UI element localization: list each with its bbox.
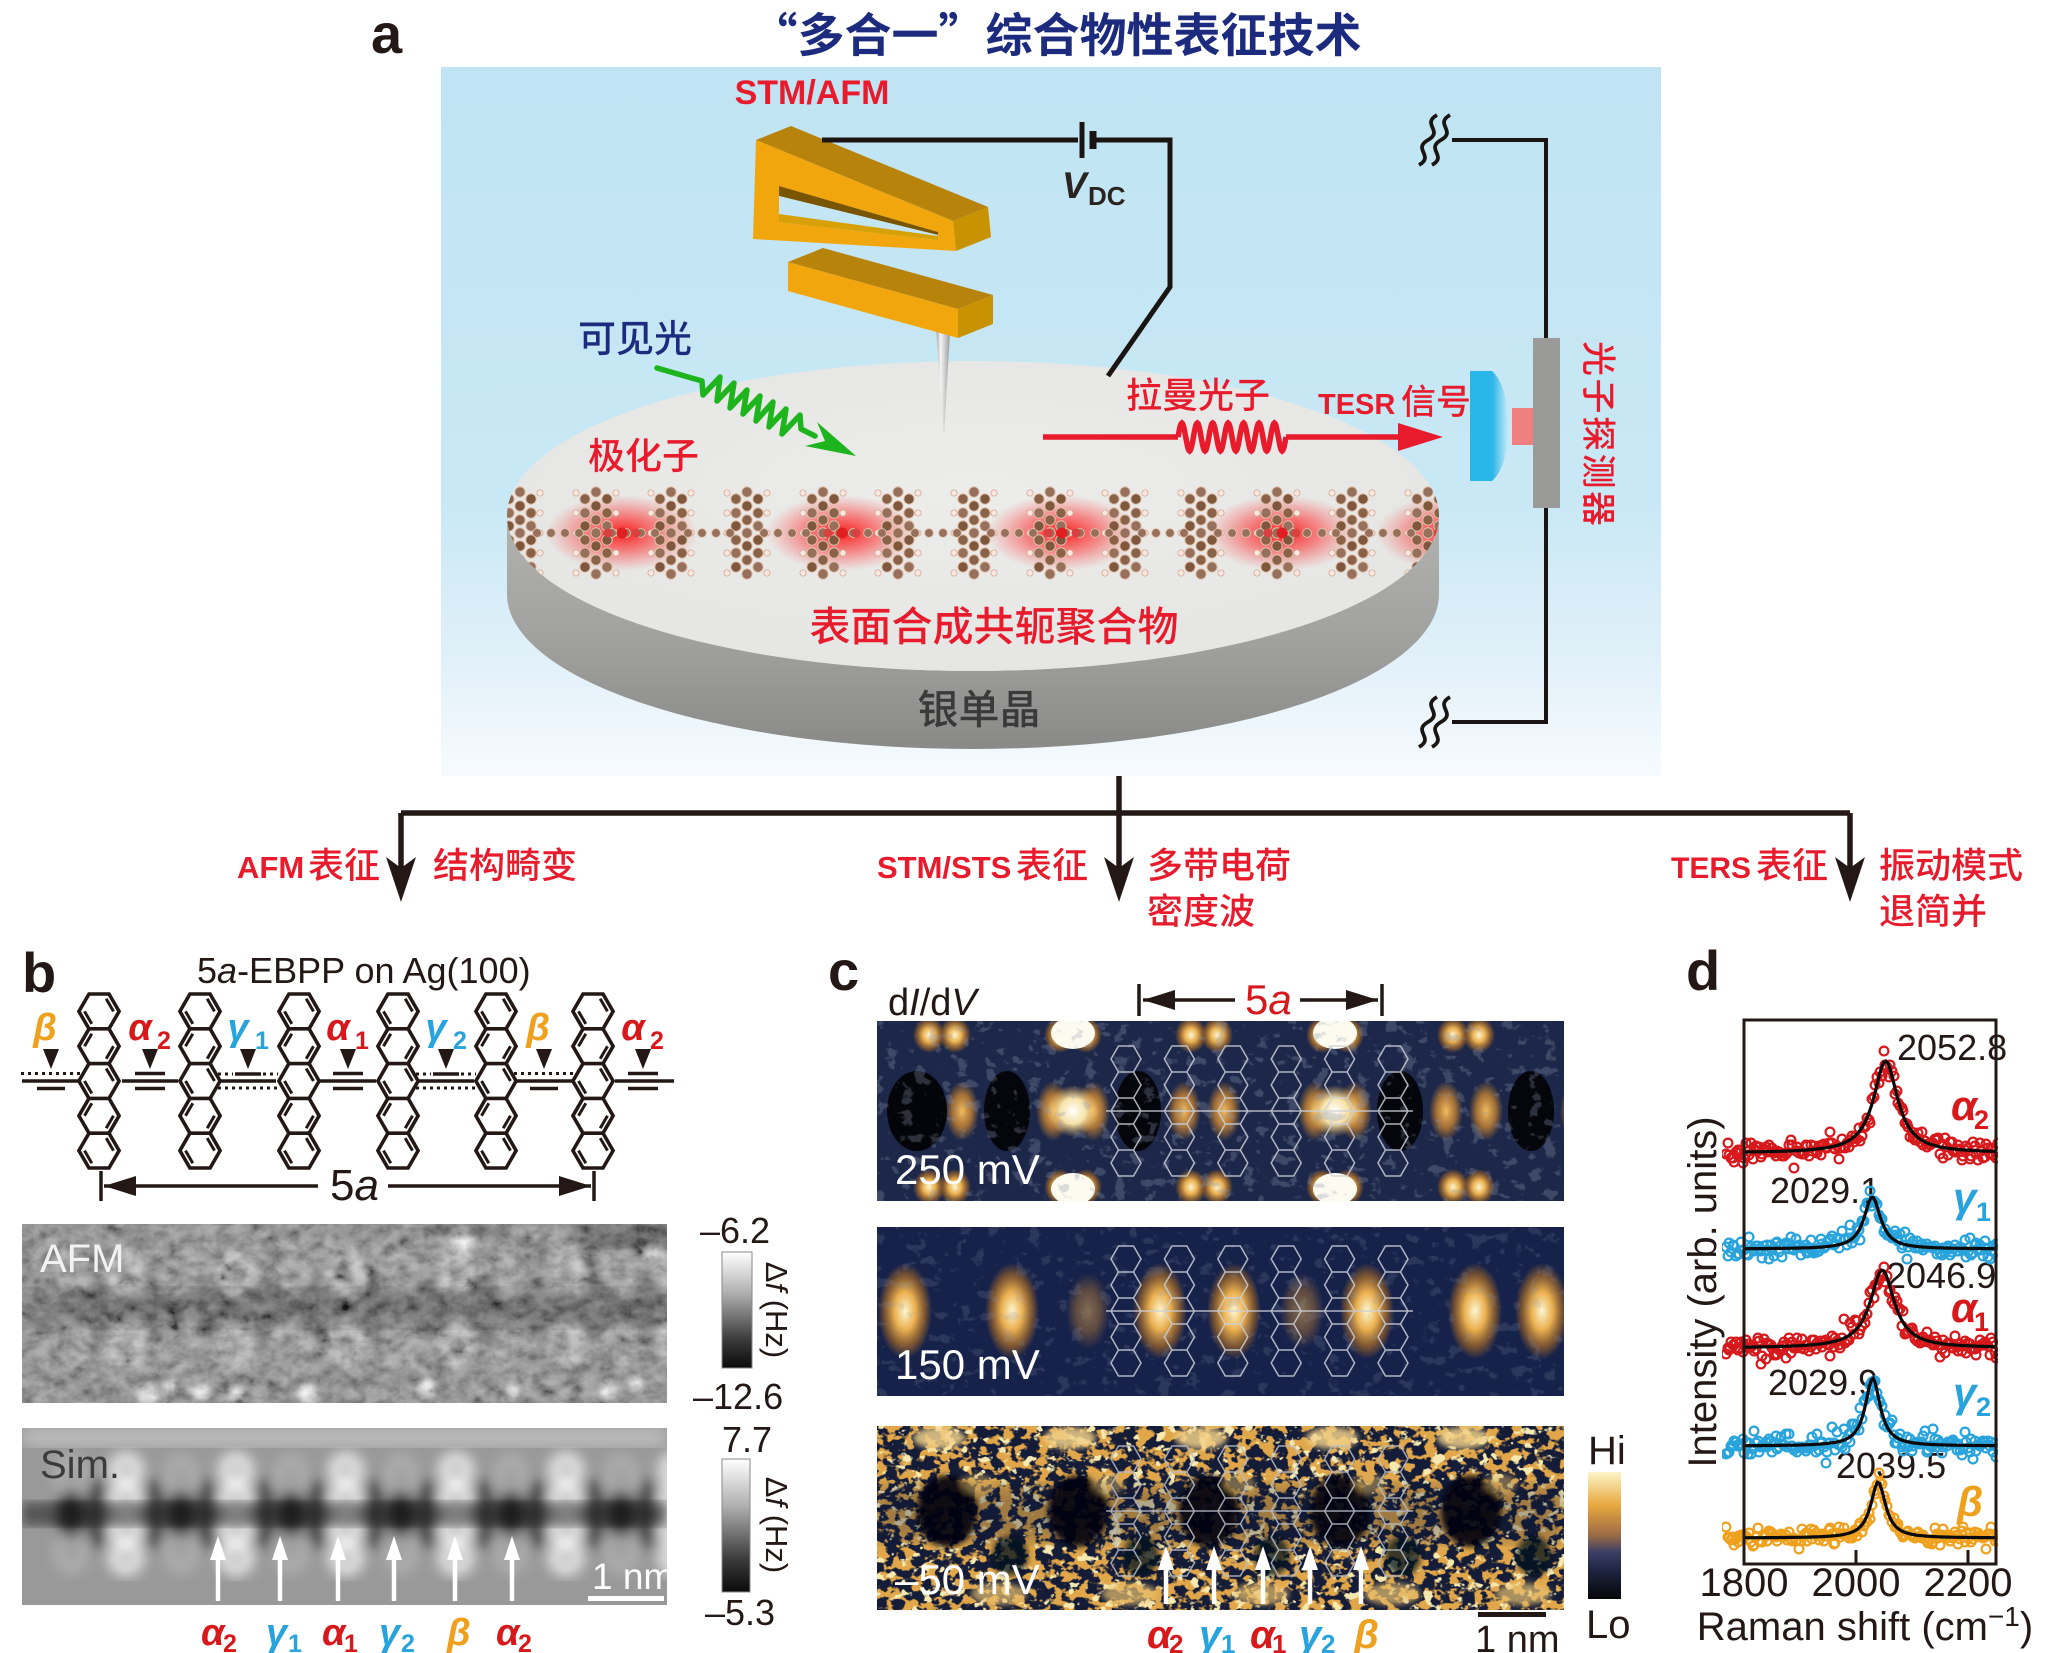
svg-text:β: β	[32, 1007, 57, 1049]
svg-text:γ: γ	[266, 1612, 289, 1653]
svg-text:TERS: TERS	[1671, 852, 1751, 885]
svg-text:α: α	[322, 1612, 347, 1653]
svg-text:α: α	[496, 1612, 521, 1653]
svg-text:7.7: 7.7	[722, 1419, 772, 1460]
svg-text:1: 1	[1974, 1307, 1989, 1337]
svg-text:250 mV: 250 mV	[895, 1146, 1040, 1193]
svg-text:150 mV: 150 mV	[895, 1341, 1040, 1388]
svg-text:b: b	[22, 941, 56, 1004]
svg-text:2: 2	[1321, 1629, 1335, 1653]
svg-text:dI/dV: dI/dV	[888, 982, 980, 1024]
svg-text:2039.5: 2039.5	[1836, 1445, 1946, 1486]
svg-text:–6.2: –6.2	[700, 1210, 770, 1251]
svg-text:1: 1	[255, 1027, 269, 1055]
svg-text:1: 1	[1272, 1629, 1286, 1653]
svg-text:γ: γ	[1953, 1369, 1979, 1416]
svg-text:Δf (Hz): Δf (Hz)	[759, 1477, 794, 1574]
svg-text:2029.9: 2029.9	[1768, 1362, 1878, 1403]
svg-text:5a: 5a	[1245, 976, 1292, 1023]
svg-text:1: 1	[1221, 1629, 1235, 1653]
svg-text:Δf (Hz): Δf (Hz)	[759, 1262, 794, 1359]
svg-text:V: V	[1062, 165, 1090, 206]
svg-text:–12.6: –12.6	[693, 1376, 783, 1417]
svg-text:γ: γ	[227, 1007, 250, 1049]
svg-text:Hi: Hi	[1588, 1429, 1626, 1473]
svg-text:β: β	[1353, 1613, 1379, 1653]
svg-text:2: 2	[223, 1630, 237, 1653]
svg-text:Sim.: Sim.	[40, 1443, 120, 1487]
svg-text:2: 2	[1976, 1392, 1991, 1422]
svg-text:β: β	[446, 1612, 471, 1653]
svg-text:d: d	[1686, 939, 1720, 1002]
svg-text:γ: γ	[425, 1007, 448, 1049]
svg-text:DC: DC	[1088, 181, 1126, 211]
svg-text:β: β	[525, 1007, 550, 1049]
svg-text:γ: γ	[1199, 1613, 1224, 1653]
svg-text:2000: 2000	[1812, 1561, 1901, 1605]
svg-text:–5.3: –5.3	[705, 1592, 775, 1633]
svg-text:–50 mV: –50 mV	[895, 1556, 1040, 1603]
svg-text:α: α	[128, 1007, 153, 1049]
svg-text:2: 2	[1974, 1105, 1989, 1135]
svg-text:β: β	[1956, 1478, 1983, 1525]
svg-text:2200: 2200	[1924, 1561, 2013, 1605]
svg-text:c: c	[828, 939, 859, 1002]
svg-text:1 nm: 1 nm	[592, 1556, 674, 1597]
svg-text:TESR: TESR	[1318, 389, 1395, 421]
svg-text:5a: 5a	[330, 1161, 379, 1210]
svg-text:1: 1	[288, 1630, 302, 1653]
svg-text:AFM: AFM	[40, 1237, 124, 1281]
svg-text:1 nm: 1 nm	[1475, 1619, 1559, 1653]
svg-text:α: α	[201, 1612, 226, 1653]
svg-text:STM/STS: STM/STS	[877, 850, 1011, 885]
svg-text:α: α	[326, 1007, 351, 1049]
svg-text:2: 2	[157, 1027, 171, 1055]
svg-text:1: 1	[344, 1630, 358, 1653]
svg-text:a: a	[371, 2, 403, 65]
svg-text:α: α	[1250, 1613, 1277, 1653]
svg-text:2: 2	[518, 1630, 532, 1653]
svg-text:γ: γ	[379, 1612, 402, 1653]
svg-text:γ: γ	[1953, 1174, 1979, 1221]
svg-text:Raman shift (cm−1): Raman shift (cm−1)	[1697, 1601, 2033, 1649]
svg-text:α: α	[621, 1007, 646, 1049]
svg-text:Intensity (arb. units): Intensity (arb. units)	[1681, 1116, 1725, 1467]
svg-text:1: 1	[1976, 1197, 1991, 1227]
svg-text:2052.8: 2052.8	[1897, 1027, 2007, 1068]
svg-text:Lo: Lo	[1586, 1603, 1631, 1647]
svg-text:2: 2	[453, 1027, 467, 1055]
svg-text:1800: 1800	[1700, 1561, 1789, 1605]
svg-text:α: α	[1951, 1082, 1979, 1129]
svg-text:α: α	[1147, 1613, 1174, 1653]
svg-text:γ: γ	[1299, 1613, 1324, 1653]
svg-text:STM/AFM: STM/AFM	[735, 74, 890, 112]
svg-text:1: 1	[355, 1027, 369, 1055]
svg-text:2: 2	[401, 1630, 415, 1653]
svg-text:2: 2	[1169, 1629, 1183, 1653]
svg-text:AFM: AFM	[237, 850, 304, 885]
svg-text:2: 2	[650, 1027, 664, 1055]
svg-text:α: α	[1951, 1284, 1979, 1331]
svg-text:5a-EBPP on Ag(100): 5a-EBPP on Ag(100)	[197, 950, 531, 991]
